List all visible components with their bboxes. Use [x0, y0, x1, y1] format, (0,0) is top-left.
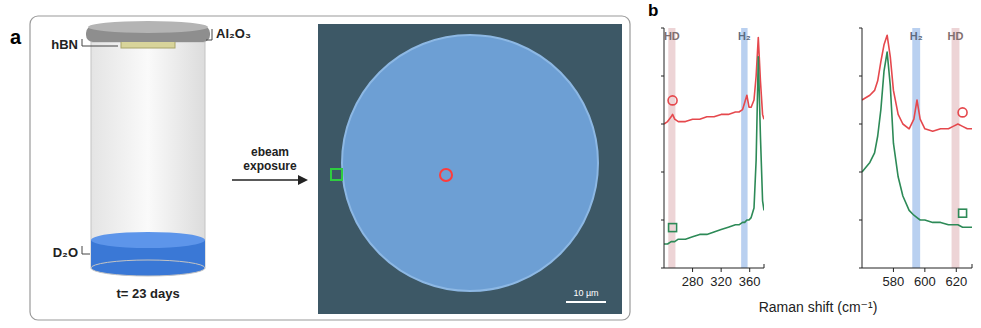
axis-end [972, 264, 973, 268]
label: ebeamexposure [243, 145, 297, 173]
label: hBN [51, 37, 78, 52]
spectrum-line [664, 38, 764, 124]
y-tick [859, 76, 862, 77]
panel-a: a hBN Al₂O₃ D₂O t= 23 days ebeamexposure 10 µm [10, 16, 630, 320]
cap-top [88, 21, 208, 33]
x-tick-label: 620 [945, 274, 967, 289]
liquid-bottom [91, 260, 205, 276]
arrowhead [298, 175, 308, 185]
panel-b: b 280 320 360 HD H₂ 580 600 620 H₂ HD Raman shift (… [648, 1, 972, 315]
band-label: H₂ [910, 30, 923, 42]
x-tick [956, 268, 957, 272]
band-label: H₂ [738, 30, 751, 42]
y-tick [859, 268, 862, 269]
flake-region [342, 35, 598, 291]
leader [82, 39, 118, 46]
x-tick-label: 580 [883, 274, 905, 289]
label-line: ebeam [251, 145, 289, 159]
band [952, 28, 960, 268]
label: D₂O [53, 245, 78, 260]
label: Al₂O₃ [216, 26, 251, 41]
x-tick-label: 280 [682, 274, 704, 289]
plot: 580 600 620 H₂ HD [859, 28, 972, 289]
micrograph [318, 24, 622, 314]
liquid-surface [91, 232, 205, 248]
y-tick [661, 76, 664, 77]
x-axis [862, 268, 972, 269]
panel-frame [30, 16, 630, 320]
marks [664, 28, 764, 268]
y-axis [664, 28, 665, 268]
spot-marker [331, 169, 342, 180]
y-tick [859, 220, 862, 221]
y-tick [859, 172, 862, 173]
leader [82, 246, 90, 254]
y-axis [862, 28, 863, 268]
series-marker [958, 108, 967, 117]
panel-letter: a [10, 26, 22, 48]
label: 10 µm [573, 288, 598, 298]
x-tick [721, 268, 722, 272]
x-tick-label: 360 [739, 274, 761, 289]
plot: 280 320 360 HD H₂ [661, 28, 764, 289]
x-tick [692, 268, 693, 272]
y-tick [661, 268, 664, 269]
y-tick [859, 124, 862, 125]
x-tick-label: 600 [914, 274, 936, 289]
label-line: exposure [243, 159, 297, 173]
y-tick [661, 124, 664, 125]
y-tick [859, 28, 862, 29]
label: t= 23 days [116, 286, 179, 301]
band-label: HD [664, 30, 680, 42]
y-tick [661, 220, 664, 221]
series-marker [668, 96, 677, 105]
spectrum-line [664, 57, 764, 244]
leader [206, 29, 212, 40]
x-tick-label: 320 [710, 274, 732, 289]
x-tick [749, 268, 750, 272]
series-marker [959, 209, 967, 217]
spot-marker [440, 169, 452, 181]
y-tick [661, 28, 664, 29]
band [741, 28, 747, 268]
marks [862, 28, 972, 268]
x-axis [664, 268, 764, 269]
figure: a hBN Al₂O₃ D₂O t= 23 days ebeamexposure 10 µm… [0, 0, 981, 328]
series-marker [669, 224, 677, 232]
band [912, 28, 920, 268]
band-label: HD [948, 30, 964, 42]
x-tick [924, 268, 925, 272]
arrow [232, 179, 300, 181]
y-tick [661, 172, 664, 173]
axis-end [764, 264, 765, 268]
panel-letter: b [648, 1, 658, 20]
x-tick [893, 268, 894, 272]
spectrum-line [862, 35, 972, 131]
scale-bar [566, 301, 606, 303]
spectrum-line [862, 52, 972, 227]
x-axis-title: Raman shift (cm⁻¹) [759, 299, 878, 315]
vial-body [91, 42, 205, 268]
